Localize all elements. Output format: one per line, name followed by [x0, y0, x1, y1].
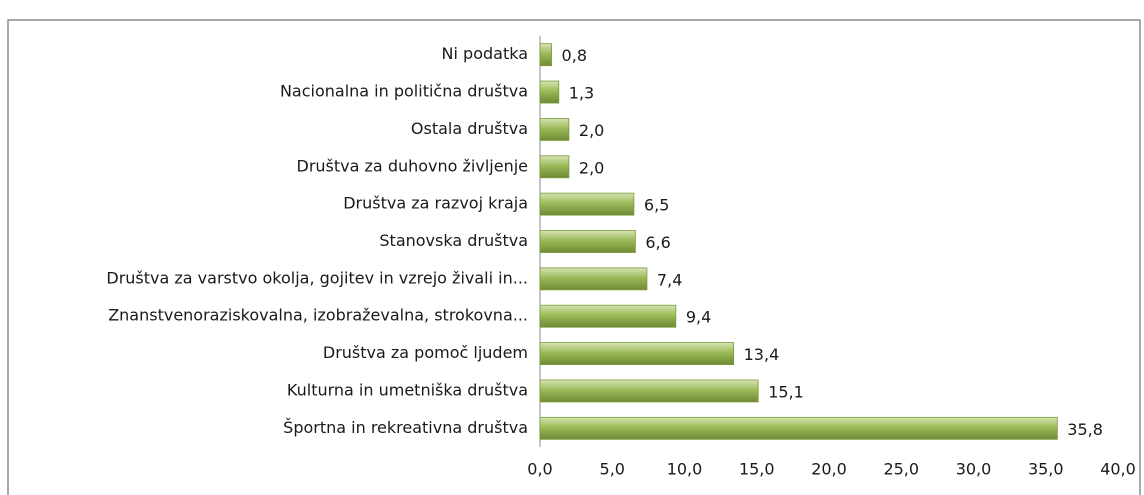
data-label: 0,8 [562, 46, 587, 65]
y-tick-label: Znanstvenoraziskovalna, izobraževalna, s… [108, 306, 528, 325]
data-label: 6,5 [644, 196, 669, 215]
y-tick-label: Športna in rekreativna društva [283, 418, 528, 437]
y-tick-label: Društva za razvoj kraja [343, 194, 528, 213]
y-tick-label: Kulturna in umetniška društva [287, 380, 528, 399]
x-tick-label: 30,0 [956, 460, 992, 479]
data-label: 6,6 [645, 233, 670, 252]
bar [539, 304, 677, 328]
bar [539, 230, 636, 253]
x-tick-label: 15,0 [739, 460, 775, 479]
y-tick-label: Društva za duhovno življenje [297, 156, 528, 175]
chart-frame [7, 19, 1141, 495]
y-tick-label: Nacionalna in politična društva [280, 82, 528, 101]
data-label: 2,0 [579, 121, 604, 140]
bar [539, 80, 560, 104]
x-tick-label: 5,0 [600, 460, 625, 479]
data-label: 35,8 [1067, 420, 1103, 439]
bar [539, 342, 735, 365]
x-tick-label: 20,0 [811, 460, 847, 479]
bar [539, 416, 1058, 440]
y-tick-label: Društva za pomoč ljudem [323, 343, 528, 362]
y-tick-label: Ni podatka [442, 44, 528, 63]
data-label: 7,4 [657, 270, 682, 289]
x-tick-label: 10,0 [667, 460, 703, 479]
data-label: 13,4 [744, 345, 780, 364]
x-tick-label: 35,0 [1028, 460, 1064, 479]
y-tick-label: Stanovska društva [379, 231, 528, 250]
bar [539, 192, 635, 216]
data-label: 2,0 [579, 158, 604, 177]
bar [539, 267, 648, 291]
y-tick-label: Društva za varstvo okolja, gojitev in vz… [106, 268, 528, 287]
x-tick-label: 0,0 [527, 460, 552, 479]
x-tick-label: 40,0 [1100, 460, 1136, 479]
data-label: 1,3 [569, 84, 594, 103]
data-label: 9,4 [686, 308, 711, 327]
x-tick-label: 25,0 [883, 460, 919, 479]
bar [539, 155, 570, 179]
bar [539, 43, 552, 67]
data-label: 15,1 [768, 382, 804, 401]
bar [539, 379, 759, 403]
bar [539, 118, 570, 141]
y-tick-label: Ostala društva [411, 119, 528, 138]
